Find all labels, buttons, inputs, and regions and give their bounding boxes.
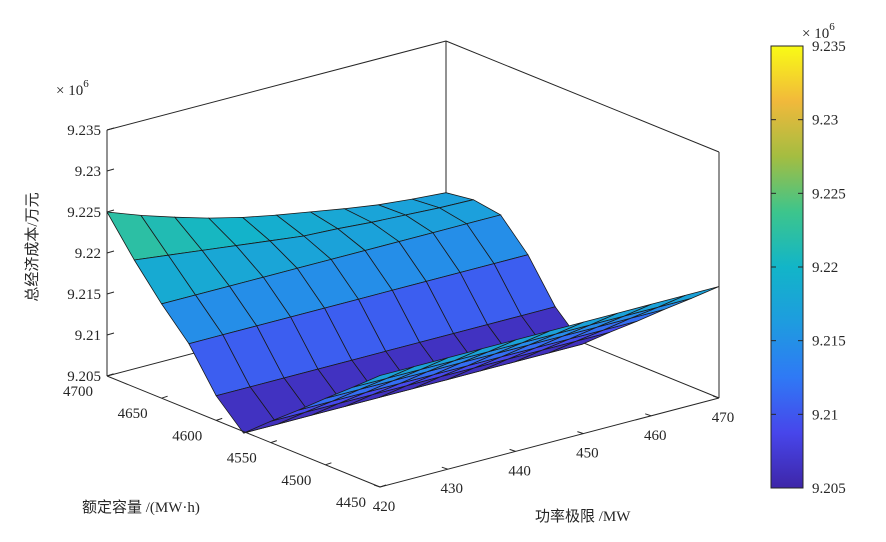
x-axis-label: 功率极限 /MW (535, 508, 631, 525)
y-tick-mark (379, 484, 387, 488)
z-tick-mark (106, 332, 115, 336)
z-tick-label: 9.205 (67, 369, 101, 385)
colorbar-tick-label: 9.22 (812, 260, 838, 276)
z-tick-mark (106, 127, 115, 131)
x-tick-label: 460 (644, 428, 667, 444)
colorbar-tick-label: 9.21 (812, 407, 838, 423)
back-box-edge (106, 40, 447, 131)
surface-patch (657, 286, 720, 308)
x-tick-mark (441, 466, 448, 470)
y-tick-label: 4700 (63, 384, 93, 400)
z-tick-label: 9.215 (67, 287, 101, 303)
x-tick-label: 420 (373, 499, 396, 515)
z-tick-mark (106, 168, 115, 172)
x-axis-line (379, 397, 720, 488)
y-tick-mark (216, 417, 223, 421)
y-tick-label: 4650 (118, 406, 148, 422)
x-tick-label: 450 (576, 446, 599, 462)
colorbar-tick-label: 9.225 (812, 186, 846, 202)
colorbar-tick-label: 9.205 (812, 481, 846, 497)
z-tick-label: 9.235 (67, 123, 101, 139)
z-tick-label: 9.21 (75, 328, 101, 344)
colorbar-multiplier: × 106 (802, 21, 835, 42)
y-tick-mark (161, 395, 168, 399)
x-axis-ticks: 420 430 440 450 460 470 (373, 395, 735, 515)
x-tick-label: 440 (508, 463, 531, 479)
colorbar-tick-label: 9.215 (812, 334, 846, 350)
x-tick-mark (373, 484, 381, 488)
y-tick-label: 4500 (281, 473, 311, 489)
y-tick-mark (325, 462, 332, 466)
z-axis-multiplier: × 106 (56, 78, 89, 99)
x-tick-label: 470 (712, 410, 735, 426)
colorbar-tick-label: 9.235 (812, 39, 846, 55)
y-tick-mark (106, 373, 114, 377)
x-tick-mark (509, 448, 516, 452)
y-axis-ticks: 4450 4500 4550 4600 4650 4700 (63, 373, 387, 511)
colorbar-tick-label: 9.23 (812, 113, 838, 129)
surface-patch (352, 366, 415, 388)
z-tick-label: 9.23 (75, 164, 101, 180)
back-box-edge (445, 40, 720, 153)
x-tick-mark (712, 395, 720, 399)
colorbar (770, 45, 804, 489)
y-axis-label: 额定容量 /(MW·h) (82, 499, 200, 516)
z-tick-mark (106, 209, 115, 213)
z-axis-ticks: 9.205 9.21 9.215 9.22 9.225 9.23 9.235 (67, 123, 115, 385)
colorbar-ticks: 9.205 9.21 9.215 9.22 9.225 9.23 9.235 (771, 39, 846, 497)
z-tick-label: 9.225 (67, 205, 101, 221)
y-tick-mark (270, 440, 277, 444)
y-tick-label: 4550 (227, 451, 257, 467)
y-tick-label: 4600 (172, 428, 202, 444)
surface-mesh (106, 192, 720, 434)
y-axis-line (106, 375, 381, 488)
y-tick-label: 4450 (336, 495, 366, 511)
x-tick-mark (645, 413, 652, 417)
z-tick-mark (106, 250, 115, 254)
z-axis-label: 总经济成本/万元 (24, 192, 41, 301)
x-tick-label: 430 (441, 481, 464, 497)
x-tick-mark (577, 431, 584, 435)
z-tick-mark (106, 291, 115, 295)
z-tick-label: 9.22 (75, 246, 101, 262)
